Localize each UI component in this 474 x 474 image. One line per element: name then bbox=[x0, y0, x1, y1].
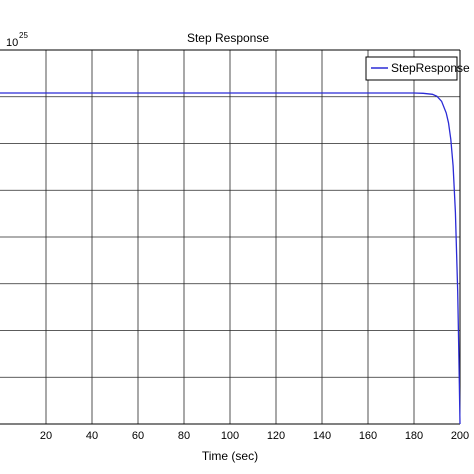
grid bbox=[0, 49, 461, 425]
x-tick-label: 180 bbox=[405, 430, 423, 442]
x-tick-label: 20 bbox=[40, 430, 52, 442]
series-lines bbox=[0, 92, 461, 425]
x-tick-label: 40 bbox=[86, 430, 98, 442]
chart-title: Step Response bbox=[187, 31, 269, 45]
legend: StepResponse bbox=[365, 56, 470, 81]
legend-box bbox=[365, 56, 458, 81]
x-axis-label: Time (sec) bbox=[202, 449, 258, 463]
x-tick-label: 60 bbox=[132, 430, 144, 442]
x-tick-label: 120 bbox=[267, 430, 285, 442]
y-exponent-power: 25 bbox=[19, 31, 28, 40]
x-tick-label: 100 bbox=[221, 430, 239, 442]
x-tick-label: 140 bbox=[313, 430, 331, 442]
legend-label: StepResponse bbox=[391, 61, 470, 75]
x-tick-label: 80 bbox=[178, 430, 190, 442]
x-tick-label: 200 bbox=[451, 430, 469, 442]
y-exponent-base: 10 bbox=[6, 37, 18, 49]
x-tick-label: 160 bbox=[359, 430, 377, 442]
x-tick-labels: 20 40 60 80 100 120 140 160 180 200 bbox=[40, 430, 469, 442]
series-line bbox=[0, 92, 461, 425]
